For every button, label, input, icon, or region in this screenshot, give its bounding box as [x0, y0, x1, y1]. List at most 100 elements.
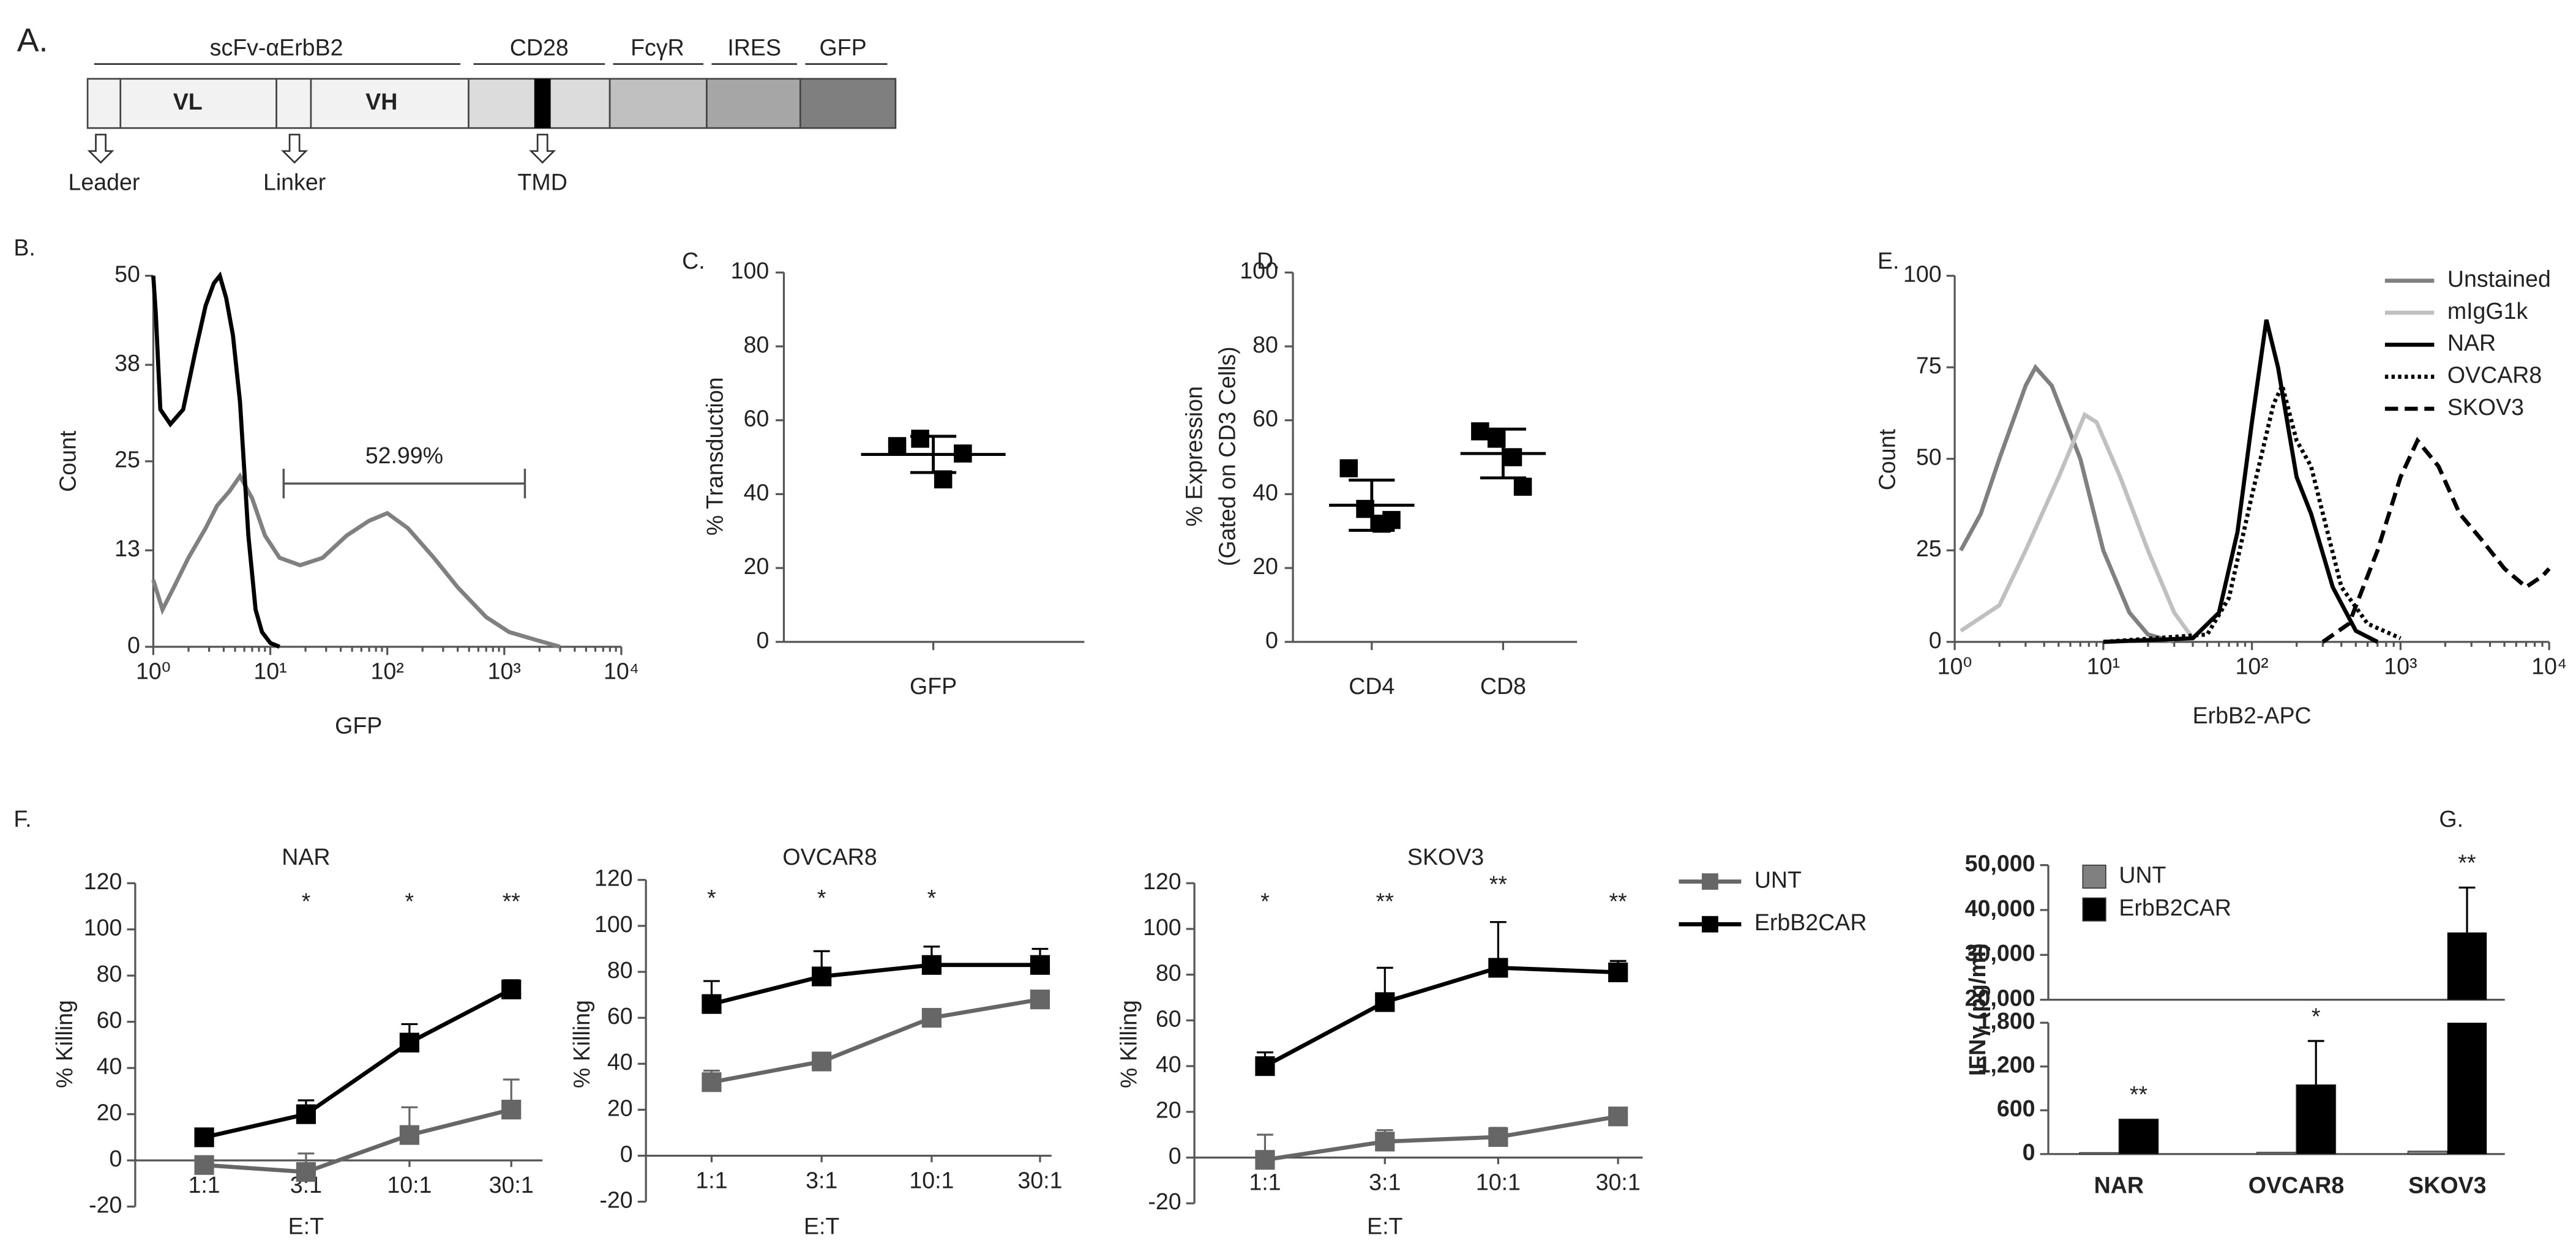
y-tick-label: 20	[1156, 1097, 1181, 1123]
x-tick-label: 10:1	[909, 1167, 954, 1193]
series-line	[203, 987, 512, 1140]
chart-title: NAR	[282, 844, 330, 870]
x-tick-label: 1:1	[695, 1167, 727, 1193]
x-tick-label: CD4	[1349, 673, 1395, 699]
y-axis-label: % Killing	[569, 1000, 594, 1088]
legend-label: Unstained	[2447, 266, 2551, 292]
x-tick-label: 10¹	[2087, 654, 2120, 679]
significance: **	[2130, 1081, 2148, 1107]
marker	[296, 1104, 316, 1124]
series-line	[1959, 364, 2175, 644]
segment	[310, 78, 470, 129]
y-tick-label: 80	[1252, 332, 1278, 357]
series-line	[1960, 411, 2195, 640]
point	[1382, 510, 1401, 529]
tmd	[534, 78, 551, 129]
marker	[812, 966, 832, 987]
y-tick-label: -20	[599, 1187, 632, 1212]
point	[1513, 477, 1532, 496]
point	[911, 430, 929, 448]
marker	[194, 1155, 214, 1175]
x-tick-label: 30:1	[1017, 1167, 1062, 1193]
panel-a: A. scFv-αErbB2 CD28 FcγR IRES GFP VL VH …	[17, 22, 897, 195]
panel-label: E.	[1878, 248, 1899, 274]
marker	[812, 1051, 832, 1072]
marker	[194, 1127, 214, 1147]
point	[888, 437, 907, 455]
y-tick-label: 40	[744, 479, 769, 505]
legend-label: UNT	[1754, 867, 1802, 892]
legend-label: OVCAR8	[2447, 362, 2542, 388]
y-tick-label: 80	[744, 332, 769, 357]
significance: **	[503, 888, 521, 914]
y-tick-label: 40,000	[1965, 895, 2035, 921]
y-tick-label: 120	[84, 868, 122, 894]
marker	[399, 1125, 419, 1145]
legend-label: NAR	[2447, 330, 2496, 356]
legend-marker	[1701, 873, 1718, 890]
arrow	[87, 133, 114, 164]
y-tick-label: 0	[1169, 1143, 1181, 1168]
y-tick-label: 40	[607, 1049, 633, 1075]
segment	[119, 78, 277, 129]
legend-label: ErbB2CAR	[2119, 895, 2231, 920]
y-axis-label: Count	[55, 430, 81, 492]
y-tick-label: 75	[1916, 353, 1942, 378]
arrow	[529, 133, 556, 164]
y-tick-label: 25	[1916, 535, 1942, 561]
marker	[501, 979, 522, 999]
y-tick-label: 100	[84, 915, 122, 941]
y-tick-label: 0	[2023, 1140, 2035, 1165]
y-tick-label: 0	[110, 1146, 122, 1171]
marker	[1375, 992, 1395, 1012]
y-tick-label: 600	[1997, 1095, 2035, 1121]
bar	[2407, 1151, 2448, 1155]
y-tick-label: 120	[1143, 868, 1181, 894]
y-axis-label: (Gated on CD3 Cells)	[1214, 346, 1240, 566]
y-tick-label: 1,200	[1978, 1052, 2035, 1078]
significance: *	[2312, 1003, 2321, 1029]
bar	[2079, 1152, 2120, 1155]
chart-title: OVCAR8	[782, 844, 877, 870]
panel-label: D.	[1257, 248, 1280, 274]
bar	[2296, 1084, 2337, 1155]
marker	[1608, 962, 1628, 982]
y-tick-label: 1,800	[1978, 1008, 2035, 1034]
marker	[1030, 989, 1050, 1010]
y-axis-label: IFNγ (pg/ml)	[1964, 943, 1990, 1076]
y-tick-label: 80	[1156, 960, 1181, 986]
y-tick-label: 60	[1156, 1005, 1181, 1031]
y-axis-label: % Killing	[51, 1000, 77, 1088]
series-line	[1264, 965, 1619, 1068]
y-tick-label: 0	[620, 1141, 633, 1166]
point	[954, 444, 972, 463]
y-tick-label: -20	[89, 1192, 122, 1218]
y-tick-label: 20	[97, 1100, 122, 1125]
y-tick-label: 100	[731, 258, 769, 283]
x-axis-label: ErbB2-APC	[2193, 703, 2312, 728]
significance: *	[817, 885, 826, 911]
bar	[2256, 1152, 2297, 1155]
panel-label: A.	[17, 22, 48, 59]
x-axis-label: E:T	[804, 1213, 839, 1239]
y-tick-label: 60	[1252, 406, 1278, 431]
y-tick-label: 100	[1143, 914, 1181, 940]
header: FcγR	[631, 34, 684, 60]
y-tick-label: 120	[594, 865, 633, 891]
marker	[1488, 958, 1508, 978]
significance: **	[1609, 888, 1628, 914]
segment	[86, 78, 122, 129]
chart-title: SKOV3	[1407, 844, 1484, 870]
y-axis-label: % Transduction	[702, 377, 727, 535]
marker	[1030, 955, 1050, 975]
x-tick-label: 10³	[2384, 654, 2417, 679]
significance: *	[927, 885, 937, 911]
x-tick-label: 1:1	[188, 1172, 220, 1198]
y-tick-label: 50	[1916, 444, 1942, 470]
segment	[608, 78, 708, 129]
series-line	[2321, 436, 2551, 644]
x-tick-label: 30:1	[489, 1172, 534, 1198]
y-tick-label: 13	[114, 535, 140, 561]
series-line	[151, 271, 280, 649]
